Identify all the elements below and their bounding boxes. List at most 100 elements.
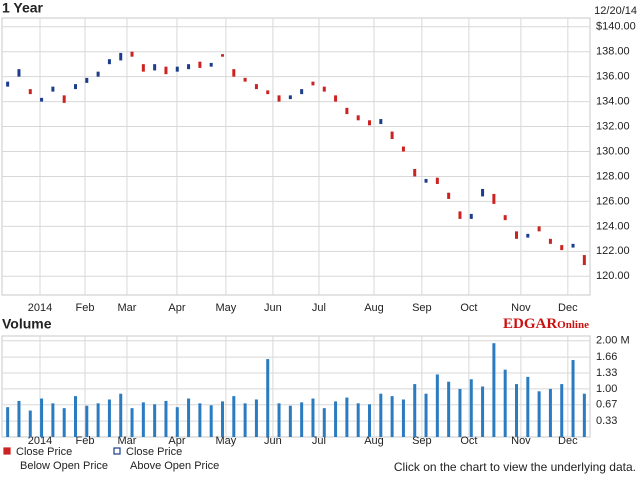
volume-bar (107, 399, 111, 437)
x-tick-label: Dec (558, 302, 578, 314)
price-bar (447, 192, 451, 199)
volume-bar (390, 396, 394, 437)
price-bar (469, 213, 473, 219)
y-tick-label: 120.00 (596, 270, 630, 282)
footer[interactable]: Click on the chart to view the underlyin… (394, 460, 636, 474)
legend-swatch (3, 447, 11, 455)
price-bar (401, 146, 405, 152)
x-tick-label: Dec (558, 435, 578, 447)
volume-title: Volume (2, 316, 52, 332)
volume-bar (413, 384, 417, 437)
plot-frame (1, 335, 591, 438)
volume-bar (277, 403, 281, 437)
volume-bar (356, 403, 360, 437)
price-bar (107, 59, 111, 65)
volume-bar (582, 393, 586, 437)
price-bar (537, 226, 541, 232)
volume-bar (209, 405, 213, 437)
volume-bar (560, 384, 564, 437)
price-bar (175, 66, 179, 72)
logo-suffix: Online (557, 319, 589, 331)
x-tick-label: Sep (412, 435, 432, 447)
price-bar (277, 95, 281, 102)
x-tick-label: Apr (168, 302, 185, 314)
legend-label: Close Price (16, 446, 72, 458)
x-tick-label: 2014 (28, 435, 52, 447)
x-tick-label: Sep (412, 302, 432, 314)
volume-bar (17, 400, 21, 437)
x-tick-label: 2014 (28, 302, 52, 314)
y-tick-label: 136.00 (596, 71, 630, 83)
price-bar (153, 64, 157, 71)
price-bar (85, 77, 89, 83)
volume-bar (85, 405, 89, 437)
y-tick-label: 2.00 M (596, 335, 630, 347)
price-bar (435, 177, 439, 184)
x-tick-label: Mar (117, 302, 136, 314)
volume-bar (537, 391, 541, 437)
y-tick-label: 1.00 (596, 383, 617, 395)
volume-bar (481, 386, 485, 437)
x-tick-label: May (216, 302, 237, 314)
price-bar (96, 71, 100, 77)
price-bar (322, 86, 326, 92)
volume-bar (130, 408, 134, 437)
volume-bar (266, 359, 270, 437)
price-bar (243, 77, 247, 82)
price-bar (187, 64, 191, 70)
price-bar (17, 69, 21, 77)
x-tick-label: May (216, 435, 237, 447)
logo: EDGAROnline (503, 316, 589, 332)
volume-bar (345, 397, 349, 437)
chart-title: 1 Year (2, 0, 44, 16)
volume-bar (322, 408, 326, 437)
price-bar (311, 81, 315, 86)
price-bar (379, 119, 383, 125)
price-bar (548, 238, 552, 244)
price-bar (356, 115, 360, 121)
x-tick-label: Feb (76, 302, 95, 314)
volume-bar (232, 396, 236, 437)
x-tick-label: Oct (460, 435, 477, 447)
price-bar (28, 89, 32, 95)
x-tick-label: Jun (264, 302, 282, 314)
y-tick-label: 128.00 (596, 170, 630, 182)
volume-bar (6, 407, 10, 437)
date-label: 12/20/14 (594, 5, 637, 17)
price-bar (582, 255, 586, 266)
volume-bar (435, 374, 439, 437)
volume-bar (28, 410, 32, 437)
y-tick-label: 0.67 (596, 399, 617, 411)
x-tick-label: Aug (364, 435, 384, 447)
price-bar (62, 95, 66, 103)
y-tick-label: 130.00 (596, 145, 630, 157)
logo-main: EDGAR (503, 316, 557, 332)
volume-bar (198, 403, 202, 437)
price-bar (164, 66, 168, 75)
volume-bar (187, 398, 191, 437)
price-bar (560, 245, 564, 251)
price-bar (571, 243, 575, 248)
volume-bar (503, 369, 507, 437)
x-tick-label: Mar (117, 435, 136, 447)
plot-frame (1, 17, 591, 296)
price-bar (492, 193, 496, 204)
volume-bar (119, 393, 123, 437)
price-bar (141, 64, 145, 72)
price-bar (254, 84, 258, 90)
price-bar (209, 62, 213, 67)
volume-bar (175, 407, 179, 437)
volume-bar (40, 398, 44, 437)
volume-bar (368, 404, 371, 437)
volume-bar (447, 381, 451, 437)
x-tick-label: Oct (460, 302, 477, 314)
price-bar (6, 81, 10, 87)
volume-bar (221, 401, 224, 437)
price-bar (345, 107, 349, 115)
y-tick-label: 134.00 (596, 96, 630, 108)
y-tick-label: 126.00 (596, 195, 630, 207)
volume-bar (515, 384, 518, 437)
y-tick-label: 0.33 (596, 415, 617, 427)
legend-label: Below Open Price (20, 460, 108, 472)
